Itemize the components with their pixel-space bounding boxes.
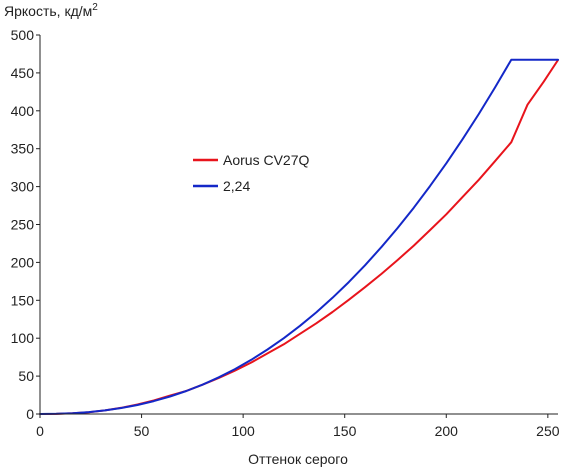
y-tick-label: 450	[11, 65, 35, 81]
legend-label-gamma: 2,24	[223, 178, 250, 194]
plot-area	[39, 58, 559, 415]
y-tick-label: 250	[11, 217, 35, 233]
y-tick-label: 500	[11, 27, 35, 43]
x-tick-label: 100	[231, 423, 255, 439]
y-tick-label: 400	[11, 103, 35, 119]
y-tick-label: 100	[11, 330, 35, 346]
y-tick-label: 350	[11, 141, 35, 157]
x-axis-title: Оттенок серого	[248, 451, 348, 467]
x-tick-label: 200	[435, 423, 459, 439]
legend-label-aorus: Aorus CV27Q	[223, 152, 309, 168]
y-tick-label: 200	[11, 254, 35, 270]
y-tick-label: 300	[11, 179, 35, 195]
x-axis: 0 50 100 150 200 250	[36, 413, 560, 439]
y-axis-title: Яркость, кд/м2	[4, 2, 98, 19]
x-tick-label: 50	[134, 423, 150, 439]
x-tick-label: 0	[36, 423, 44, 439]
y-axis-title-text: Яркость, кд/м	[4, 3, 92, 19]
y-tick-label: 50	[18, 368, 34, 384]
y-tick-label: 0	[26, 406, 34, 422]
x-tick-label: 150	[333, 423, 357, 439]
y-tick-label: 150	[11, 292, 35, 308]
x-tick-label: 250	[536, 423, 560, 439]
y-axis-title-superscript: 2	[92, 2, 98, 13]
legend: Aorus CV27Q 2,24	[193, 152, 309, 194]
series-line-gamma	[39, 58, 559, 415]
y-axis: 0 50 100 150 200 250 300 350 400 450 500	[11, 27, 41, 422]
